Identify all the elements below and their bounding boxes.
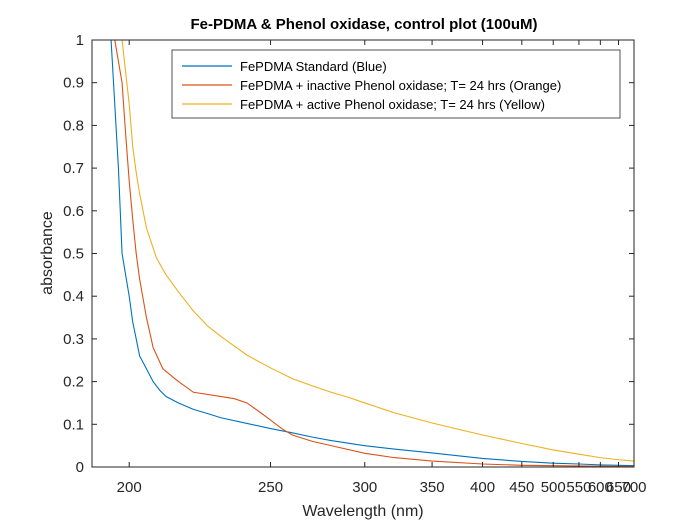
- x-tick-label: 250: [258, 479, 283, 496]
- y-axis-label: absorbance: [39, 211, 56, 295]
- y-tick-label: 0.3: [63, 331, 84, 348]
- x-tick-label: 300: [352, 479, 377, 496]
- x-tick-label: 650: [606, 479, 631, 496]
- x-tick-label: 700: [621, 479, 646, 496]
- chart-title: Fe-PDMA & Phenol oxidase, control plot (…: [191, 16, 538, 33]
- y-tick-label: 0.7: [63, 160, 84, 177]
- x-tick-label: 550: [566, 479, 591, 496]
- legend-label-2: FePDMA + inactive Phenol oxidase; T= 24 …: [240, 78, 561, 93]
- y-tick-label: 0.2: [63, 374, 84, 391]
- y-tick-label: 0.4: [63, 288, 84, 305]
- y-tick-label: 0: [76, 459, 84, 476]
- series-line-1: [110, 40, 634, 467]
- legend-label-3: FePDMA + active Phenol oxidase; T= 24 hr…: [240, 97, 545, 112]
- x-tick-label: 400: [470, 479, 495, 496]
- x-tick-label: 200: [117, 479, 142, 496]
- y-axis: 0 0.1 0.2 0.3 0.4 0.5 0.6 0.7 0.8 0.9 1: [63, 32, 634, 476]
- y-tick-label: 0.8: [63, 117, 84, 134]
- x-tick-label: 600: [588, 479, 613, 496]
- x-axis-label: Wavelength (nm): [302, 503, 423, 520]
- series-line-3: [121, 40, 634, 462]
- y-tick-label: 0.9: [63, 75, 84, 92]
- y-tick-label: 0.1: [63, 416, 84, 433]
- y-tick-label: 0.5: [63, 246, 84, 263]
- y-tick-label: 1: [76, 32, 84, 49]
- y-tick-label: 0.6: [63, 203, 84, 220]
- legend: FePDMA Standard (Blue) FePDMA + inactive …: [171, 49, 621, 119]
- legend-label-1: FePDMA Standard (Blue): [240, 59, 387, 74]
- x-tick-label: 450: [509, 479, 534, 496]
- x-tick-label: 350: [420, 479, 445, 496]
- series-line-2: [114, 40, 634, 467]
- legend-box: [171, 49, 621, 119]
- x-tick-label: 500: [541, 479, 566, 496]
- data-lines: [110, 40, 634, 467]
